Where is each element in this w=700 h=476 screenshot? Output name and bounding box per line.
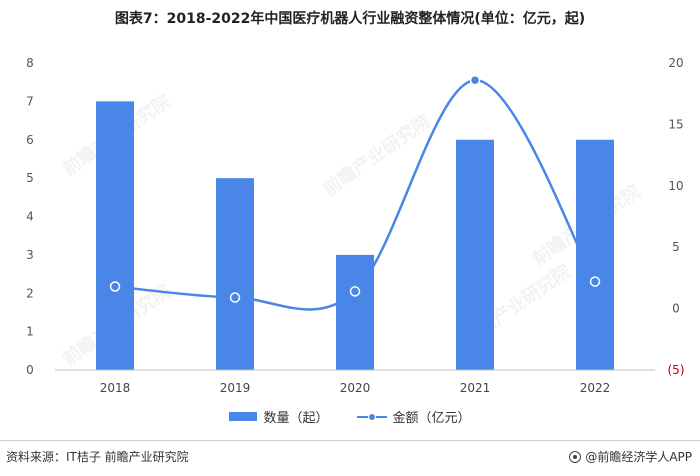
bar-2019 <box>216 178 254 370</box>
brand-logo-icon <box>569 450 582 463</box>
legend-line-swatch <box>356 412 387 422</box>
brand-text: @前瞻经济学人APP <box>585 450 692 464</box>
right-tick-label: 15 <box>668 117 683 131</box>
right-tick-label: 20 <box>668 56 683 70</box>
legend-item-amount: 金额（亿元） <box>356 407 471 426</box>
left-tick-label: 1 <box>26 325 34 339</box>
left-tick-label: 0 <box>26 363 34 377</box>
left-tick-label: 5 <box>26 171 34 185</box>
right-tick-label: (5) <box>668 363 685 377</box>
watermark-text-1: 前瞻产业研究院 <box>319 110 435 200</box>
x-tick-label: 2018 <box>100 381 131 395</box>
left-tick-label: 3 <box>26 248 34 262</box>
chart-title: 图表7：2018-2022年中国医疗机器人行业融资整体情况(单位：亿元，起) <box>114 11 586 27</box>
legend-label-amount: 金额（亿元） <box>392 411 471 426</box>
x-tick-label: 2020 <box>340 381 371 395</box>
amount-point-2020 <box>349 286 361 297</box>
source-note: 资料来源：IT桔子 前瞻产业研究院 <box>6 450 189 464</box>
right-axis-ticks: (5) 0 5 10 15 20 <box>668 56 685 377</box>
x-axis-ticks: 2018 2019 2020 2021 2022 <box>100 381 611 395</box>
amount-point-2022 <box>589 276 601 287</box>
left-tick-label: 2 <box>26 286 34 300</box>
amount-point-2021 <box>469 74 481 86</box>
left-tick-label: 6 <box>26 133 34 147</box>
legend: 数量（起） 金额（亿元） <box>0 407 700 426</box>
chart-canvas: 前瞻产业研究院前瞻产业研究院前瞻产业研究院前瞻产业研究院前瞻产业研究院 0123… <box>26 56 685 395</box>
amount-point-2018 <box>109 281 121 292</box>
bar-2020 <box>336 254 374 370</box>
x-tick-label: 2021 <box>460 381 491 395</box>
amount-point-2019 <box>229 292 241 303</box>
left-tick-label: 8 <box>26 56 34 70</box>
x-tick-label: 2019 <box>220 381 251 395</box>
left-axis-ticks: 0 1 2 3 4 5 6 7 8 <box>26 56 34 377</box>
brand-mark: @前瞻经济学人APP <box>569 448 692 465</box>
line-series <box>109 74 601 311</box>
amount-line <box>114 78 597 311</box>
left-tick-label: 4 <box>26 210 34 224</box>
right-tick-label: 5 <box>672 240 680 254</box>
legend-bar-swatch <box>229 412 258 421</box>
bar-2018 <box>96 101 134 370</box>
footer-divider <box>0 440 700 441</box>
x-tick-label: 2022 <box>580 381 611 395</box>
left-tick-label: 7 <box>26 94 34 108</box>
legend-item-count: 数量（起） <box>229 407 329 426</box>
right-tick-label: 10 <box>668 179 683 193</box>
bars-group <box>96 101 614 370</box>
legend-label-count: 数量（起） <box>263 411 329 426</box>
right-tick-label: 0 <box>672 302 680 316</box>
bar-2021 <box>456 139 494 370</box>
